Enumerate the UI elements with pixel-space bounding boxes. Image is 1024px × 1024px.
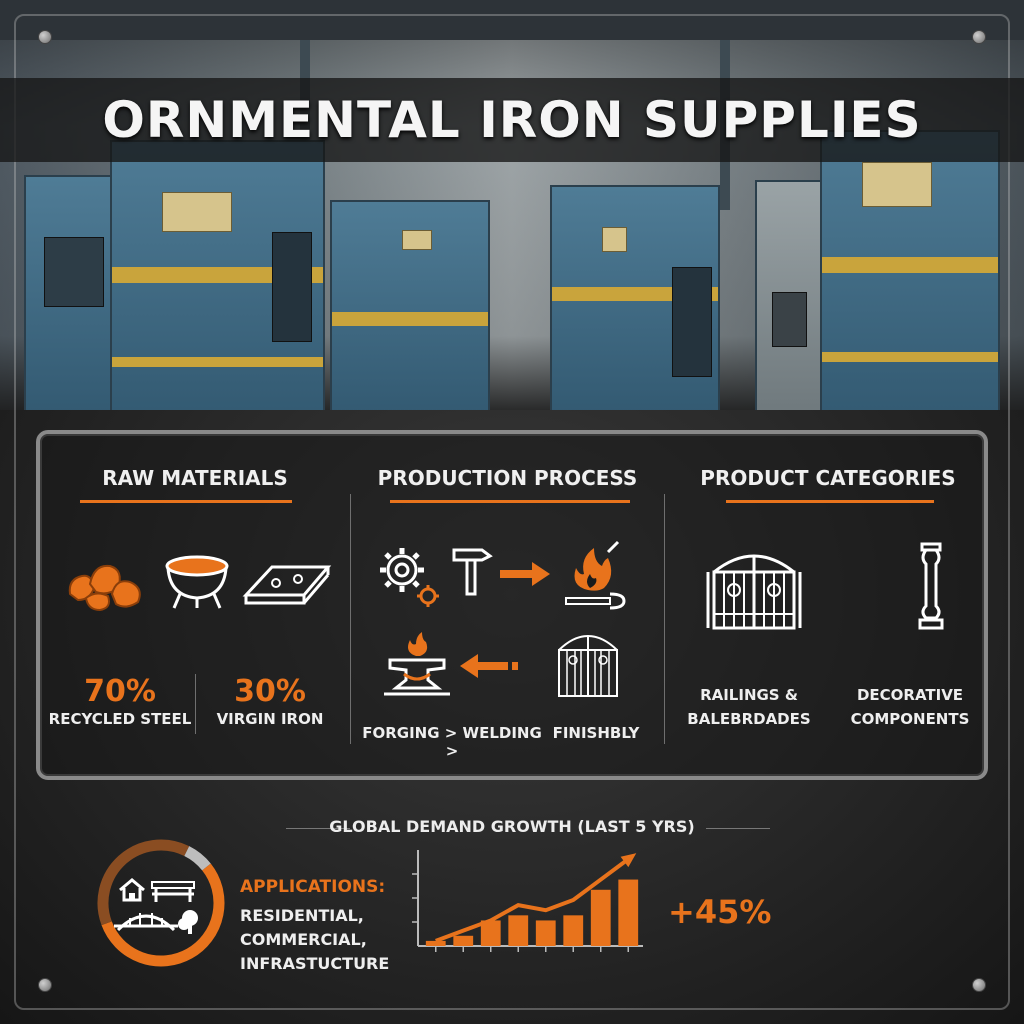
heading-underline xyxy=(726,500,934,503)
bar xyxy=(618,879,639,946)
category-railings-line1: RAILINGS & xyxy=(700,686,798,704)
application-residential: RESIDENTIAL, xyxy=(240,906,364,925)
press-machine xyxy=(550,185,720,415)
virgin-label: VIRGIN IRON xyxy=(216,710,324,728)
press-machine xyxy=(330,200,490,415)
production-finish-label: FINISHBLY xyxy=(552,724,640,742)
gears-icon xyxy=(380,548,439,607)
fire-wrench-icon xyxy=(565,540,626,610)
info-panel: RAW MATERIALS 70% RECYCLED STEEL 30% xyxy=(36,430,988,780)
title-rule-right xyxy=(706,828,770,829)
arrow-left-icon xyxy=(460,654,518,678)
donut-slice xyxy=(101,863,225,967)
press-machine xyxy=(820,130,1000,420)
donut-slice xyxy=(97,839,190,926)
tree-icon xyxy=(178,910,198,934)
arrow-right-icon xyxy=(500,562,550,586)
bench-icon xyxy=(151,881,195,902)
title-banner: ORNMENTAL IRON SUPPLIES xyxy=(0,78,1024,162)
outer-frame xyxy=(14,14,1010,1010)
applications-title: APPLICATIONS: xyxy=(240,877,386,897)
trend-arrow-head xyxy=(620,853,637,868)
donut-slice xyxy=(184,846,211,871)
production-heading: PRODUCTION PROCESS xyxy=(377,466,638,490)
house-icon xyxy=(119,878,145,902)
growth-percent-value: +45% xyxy=(668,893,772,931)
rivet xyxy=(38,978,52,992)
heading-underline xyxy=(80,500,292,503)
production-section: PRODUCTION PROCESS xyxy=(350,434,665,776)
recycled-label: RECYCLED STEEL xyxy=(48,710,192,728)
virgin-percent: 30% xyxy=(234,674,306,709)
heading-underline xyxy=(390,500,630,503)
application-commercial: COMMERCIAL, xyxy=(240,930,367,949)
title-rule-left xyxy=(286,828,350,829)
section-divider xyxy=(664,494,665,744)
page-title: ORNMENTAL IRON SUPPLIES xyxy=(102,91,922,149)
trend-line xyxy=(435,857,630,943)
section-divider xyxy=(350,494,351,744)
bar xyxy=(563,915,584,946)
category-decorative-line1: DECORATIVE xyxy=(856,686,964,704)
bar xyxy=(480,920,501,946)
gate-icon xyxy=(558,635,618,697)
steel-ingot-icon xyxy=(242,565,332,605)
factory-photo-background xyxy=(0,0,1024,420)
demand-growth-bar-chart xyxy=(412,850,643,952)
anvil-fire-icon xyxy=(384,632,450,696)
ore-pile-icon xyxy=(68,564,141,612)
divider xyxy=(195,674,196,734)
bar xyxy=(453,935,474,946)
products-heading: PRODUCT CATEGORIES xyxy=(700,466,956,490)
category-decorative-line2: COMPONENTS xyxy=(850,710,970,728)
products-section: PRODUCT CATEGORIES RAILINGS & BALEBRDADE… xyxy=(664,434,992,776)
bar xyxy=(590,889,611,946)
category-railings-line2: BALEBRDADES xyxy=(687,710,811,728)
hammer-icon xyxy=(452,548,493,596)
rivet xyxy=(972,978,986,992)
production-steps-label: FORGING > WELDING > xyxy=(362,724,542,760)
raw-materials-section: RAW MATERIALS 70% RECYCLED STEEL 30% xyxy=(40,434,350,776)
crucible-icon xyxy=(165,555,229,609)
baluster-icon xyxy=(918,542,944,630)
bar xyxy=(508,915,529,946)
rivet xyxy=(38,30,52,44)
growth-chart-title: GLOBAL DEMAND GROWTH (LAST 5 YRS) xyxy=(329,817,695,836)
bridge-icon xyxy=(114,913,178,932)
bar xyxy=(535,920,556,946)
press-machine xyxy=(110,140,325,420)
rivet xyxy=(972,30,986,44)
recycled-percent: 70% xyxy=(84,674,156,709)
application-infrastructure: INFRASTUCTURE xyxy=(240,954,390,973)
bar xyxy=(425,940,446,946)
applications-donut-chart xyxy=(97,839,225,967)
raw-materials-heading: RAW MATERIALS xyxy=(102,466,288,490)
ornamental-gate-icon xyxy=(706,554,802,630)
